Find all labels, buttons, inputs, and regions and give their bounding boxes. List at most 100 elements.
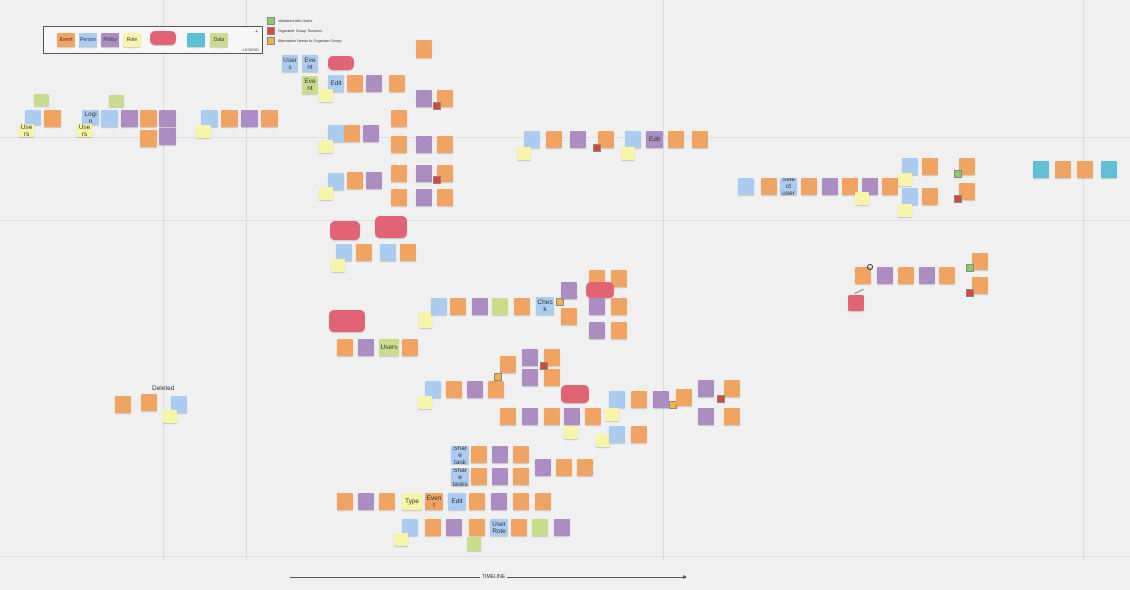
sticky-note[interactable] — [391, 110, 407, 127]
sticky-note[interactable] — [356, 244, 372, 261]
sticky-note[interactable] — [472, 298, 488, 315]
sticky-note[interactable] — [416, 165, 432, 182]
sticky-note[interactable] — [631, 426, 647, 443]
sticky-note[interactable] — [358, 493, 374, 510]
sticky-note[interactable] — [391, 165, 407, 182]
sticky-note[interactable] — [511, 519, 527, 536]
sticky-note[interactable] — [344, 125, 360, 142]
sticky-note[interactable] — [561, 308, 577, 325]
sticky-note[interactable] — [605, 408, 619, 421]
sticky-note[interactable] — [631, 391, 647, 408]
hotspot-note[interactable] — [561, 385, 589, 403]
sticky-note[interactable] — [919, 267, 935, 284]
sticky-note[interactable] — [877, 267, 893, 284]
sticky-note[interactable]: Users — [282, 55, 298, 72]
sticky-note[interactable] — [653, 391, 669, 408]
sticky-note[interactable] — [589, 322, 605, 339]
sticky-note[interactable] — [692, 131, 708, 148]
sticky-note[interactable]: Login — [82, 110, 99, 125]
sticky-note[interactable]: Select user — [780, 178, 797, 195]
sticky-note[interactable] — [337, 493, 353, 510]
sticky-note[interactable]: Type — [402, 493, 422, 510]
sticky-note[interactable] — [347, 172, 363, 189]
sticky-note[interactable] — [621, 147, 635, 160]
sticky-note[interactable] — [532, 519, 548, 536]
legend-expand-icon[interactable]: + — [255, 29, 258, 35]
sticky-note[interactable] — [347, 75, 363, 92]
sticky-note[interactable] — [402, 339, 418, 356]
sticky-note[interactable] — [959, 158, 975, 175]
hotspot-note[interactable] — [330, 221, 360, 240]
sticky-note[interactable] — [331, 259, 345, 272]
sticky-note[interactable] — [159, 110, 176, 127]
sticky-note[interactable] — [801, 178, 817, 195]
hotspot-note[interactable] — [328, 56, 354, 70]
sticky-note[interactable] — [492, 468, 508, 485]
sticky-note[interactable] — [922, 158, 938, 175]
sticky-note[interactable] — [159, 128, 176, 145]
sticky-note[interactable] — [898, 267, 914, 284]
sticky-note[interactable] — [416, 90, 432, 107]
sticky-note[interactable]: Users — [19, 124, 34, 137]
sticky-note[interactable] — [115, 396, 131, 413]
hotspot-note[interactable] — [329, 310, 365, 332]
sticky-note[interactable] — [425, 519, 441, 536]
sticky-note[interactable] — [328, 125, 344, 142]
legend[interactable]: Event Person Policy Role Data + LEGEND — [43, 26, 263, 54]
sticky-note[interactable] — [761, 178, 777, 195]
sticky-note[interactable] — [922, 188, 938, 205]
sticky-note[interactable] — [898, 173, 912, 186]
sticky-note[interactable] — [738, 178, 754, 195]
sticky-note[interactable] — [196, 125, 211, 138]
sticky-note[interactable] — [589, 298, 605, 315]
sticky-note[interactable] — [611, 270, 627, 287]
sticky-note[interactable] — [358, 339, 374, 356]
sticky-note[interactable] — [882, 178, 898, 195]
sticky-note[interactable] — [676, 389, 692, 406]
sticky-note[interactable] — [822, 178, 838, 195]
sticky-note[interactable] — [471, 468, 487, 485]
sticky-note[interactable] — [328, 173, 344, 190]
sticky-note[interactable] — [418, 396, 432, 409]
sticky-note[interactable] — [492, 446, 508, 463]
sticky-note[interactable]: Event — [302, 55, 318, 72]
sticky-note[interactable] — [446, 519, 462, 536]
sticky-note[interactable] — [380, 244, 396, 261]
sticky-note[interactable] — [416, 40, 432, 58]
sticky-note[interactable] — [241, 110, 258, 127]
sticky-note[interactable] — [500, 356, 516, 373]
sticky-note[interactable] — [522, 349, 538, 366]
sticky-note[interactable] — [425, 381, 441, 398]
sticky-note[interactable]: Users — [77, 124, 92, 137]
sticky-note[interactable]: Check — [536, 297, 554, 315]
sticky-note[interactable] — [419, 312, 432, 328]
sticky-note[interactable] — [939, 267, 955, 284]
sticky-note[interactable] — [1077, 161, 1093, 178]
sticky-note[interactable]: Edit — [328, 75, 344, 92]
sticky-note[interactable] — [513, 468, 529, 485]
sticky-note[interactable] — [366, 75, 382, 92]
sticky-note[interactable] — [625, 131, 641, 148]
sticky-note[interactable] — [972, 253, 988, 270]
sticky-note[interactable] — [514, 298, 530, 315]
hotspot-note[interactable] — [586, 282, 614, 298]
sticky-note[interactable] — [391, 189, 407, 206]
sticky-note[interactable] — [469, 493, 485, 510]
sticky-note[interactable] — [517, 147, 531, 160]
sticky-note[interactable] — [221, 110, 238, 127]
sticky-note[interactable]: Event — [302, 76, 318, 94]
sticky-note[interactable] — [336, 244, 352, 261]
sticky-note[interactable] — [855, 192, 869, 205]
sticky-note[interactable] — [544, 369, 560, 386]
sticky-note[interactable] — [564, 408, 580, 425]
sticky-note[interactable] — [163, 410, 177, 423]
sticky-note[interactable] — [546, 131, 562, 148]
sticky-note[interactable] — [535, 459, 551, 476]
sticky-note[interactable] — [842, 178, 858, 195]
sticky-note[interactable] — [1033, 161, 1049, 178]
sticky-note[interactable] — [171, 396, 187, 413]
sticky-note[interactable] — [121, 110, 138, 127]
sticky-note[interactable] — [437, 189, 453, 206]
sticky-note[interactable] — [25, 110, 41, 125]
sticky-note[interactable] — [513, 493, 529, 510]
